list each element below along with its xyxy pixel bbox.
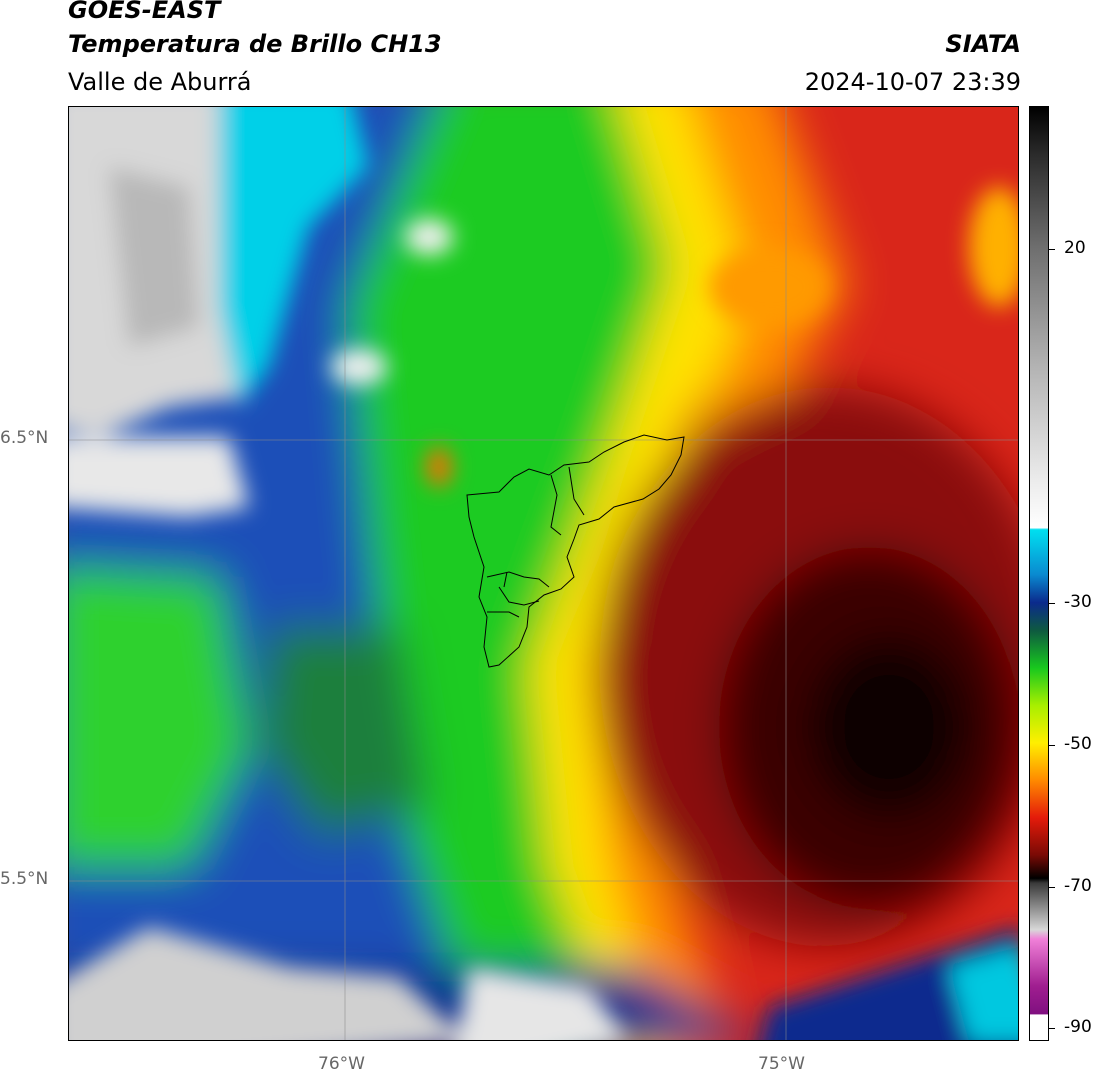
brightness-temperature-field [69, 107, 1018, 1040]
lon-label-76w: 76°W [318, 1054, 365, 1074]
colorbar-tick-minus30: -30 [1064, 592, 1092, 612]
lat-label-6-5: 6.5°N [0, 428, 49, 448]
lon-label-75w: 75°W [758, 1054, 805, 1074]
colorbar-tick-minus90: -90 [1064, 1017, 1092, 1037]
lat-label-5-5: 5.5°N [0, 869, 49, 889]
colorbar-tick-20: 20 [1064, 238, 1086, 258]
graticule [69, 107, 1018, 1040]
satellite-map[interactable] [68, 106, 1019, 1041]
institution-label: SIATA [945, 30, 1021, 58]
colorbar [1029, 106, 1049, 1041]
colorbar-gradient [1030, 107, 1048, 1040]
satellite-title: GOES-EAST [68, 0, 221, 24]
valle-de-aburra-boundary [466, 434, 685, 668]
colorbar-tick-minus70: -70 [1064, 876, 1092, 896]
product-title: Temperatura de Brillo CH13 [68, 30, 442, 58]
colorbar-tick-minus50: -50 [1064, 734, 1092, 754]
datetime-label: 2024-10-07 23:39 [804, 68, 1021, 96]
region-label: Valle de Aburrá [68, 68, 252, 96]
